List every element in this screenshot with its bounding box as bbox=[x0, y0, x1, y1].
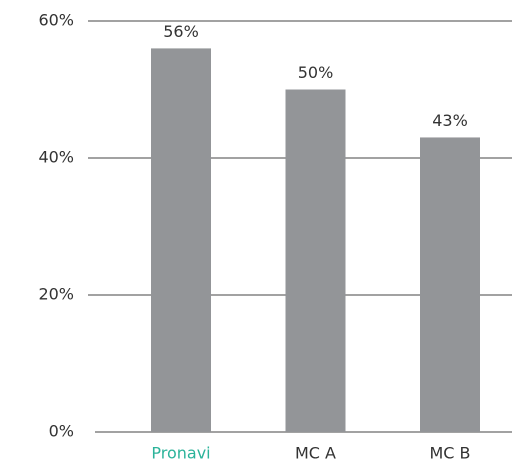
value-label: 50% bbox=[298, 63, 334, 82]
bar bbox=[151, 48, 211, 433]
y-tick-label: 60% bbox=[38, 11, 74, 30]
x-tick-label: MC A bbox=[295, 444, 336, 463]
x-tick-label: Pronavi bbox=[151, 444, 210, 463]
value-label: 43% bbox=[432, 111, 468, 130]
y-tick-label: 40% bbox=[38, 148, 74, 167]
y-tick-label: 0% bbox=[49, 422, 74, 441]
bar bbox=[420, 137, 480, 432]
bar bbox=[285, 89, 346, 432]
y-tick-label: 20% bbox=[38, 285, 74, 304]
value-label: 56% bbox=[163, 22, 199, 41]
x-tick-label: MC B bbox=[429, 444, 470, 463]
